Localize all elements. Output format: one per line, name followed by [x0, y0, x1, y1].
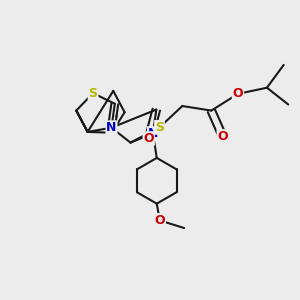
- Text: S: S: [88, 87, 98, 100]
- Text: S: S: [155, 121, 164, 134]
- Text: N: N: [106, 121, 117, 134]
- Text: N: N: [148, 127, 158, 140]
- Text: O: O: [233, 87, 243, 100]
- Text: O: O: [154, 214, 165, 227]
- Text: O: O: [143, 132, 154, 145]
- Text: O: O: [218, 130, 228, 143]
